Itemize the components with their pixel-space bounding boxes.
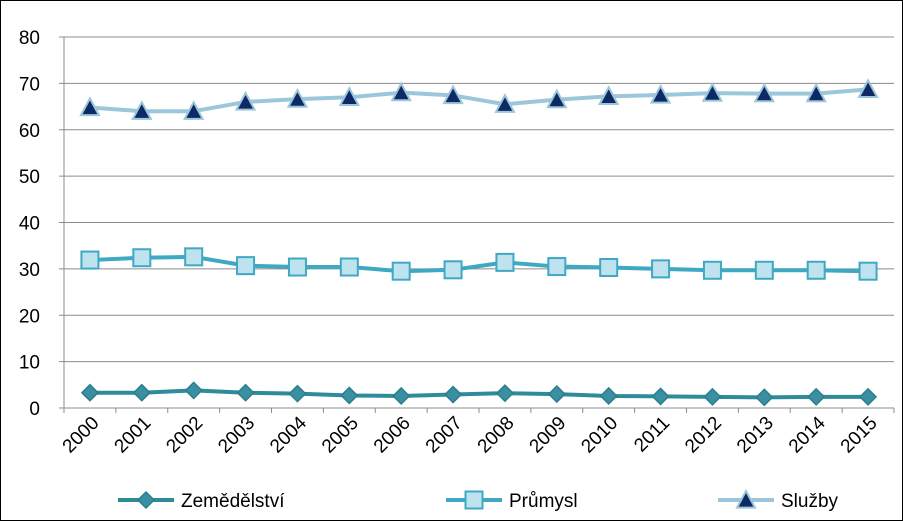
data-point-zem-d-lstv--2015 bbox=[859, 387, 878, 406]
y-axis: 0 10 20 30 40 50 60 70 80 bbox=[19, 28, 65, 420]
data-point-pr-mysl-2000 bbox=[80, 250, 100, 270]
data-point-pr-mysl-2005 bbox=[339, 257, 359, 277]
data-point-pr-mysl-2003 bbox=[236, 256, 256, 276]
series-line-zem-d-lstv- bbox=[89, 388, 869, 400]
x-tick-label-2003: 2003 bbox=[214, 413, 259, 458]
data-point-zem-d-lstv--2007 bbox=[444, 385, 463, 404]
data-point-zem-d-lstv--2001 bbox=[132, 383, 151, 402]
y-tick-label-0: 0 bbox=[29, 399, 40, 420]
x-tick-label-2011: 2011 bbox=[630, 413, 674, 457]
data-point-zem-d-lstv--2003 bbox=[236, 383, 255, 402]
data-point-zem-d-lstv--2012 bbox=[703, 387, 722, 406]
x-tick-label-2009: 2009 bbox=[526, 413, 571, 458]
series-pr-mysl bbox=[80, 247, 878, 281]
data-point-pr-mysl-2013 bbox=[754, 260, 774, 280]
data-point-pr-mysl-2009 bbox=[547, 257, 567, 277]
y-tick-label-80: 80 bbox=[19, 28, 40, 49]
data-point-zem-d-lstv--2004 bbox=[288, 384, 307, 403]
y-tick-label-20: 20 bbox=[19, 306, 40, 327]
data-point-zem-d-lstv--2014 bbox=[807, 387, 826, 406]
data-point-zem-d-lstv--2009 bbox=[547, 385, 566, 404]
y-tick-label-50: 50 bbox=[19, 167, 40, 188]
data-point-slu-by-2007 bbox=[442, 84, 464, 105]
y-tick-label-30: 30 bbox=[19, 260, 40, 281]
data-point-pr-mysl-2001 bbox=[132, 248, 152, 268]
data-point-pr-mysl-2014 bbox=[806, 260, 826, 280]
y-tick-label-40: 40 bbox=[19, 214, 40, 235]
x-tick-label-2012: 2012 bbox=[681, 413, 726, 458]
x-tick-label-2002: 2002 bbox=[162, 413, 207, 458]
data-point-zem-d-lstv--2002 bbox=[184, 381, 203, 400]
data-point-zem-d-lstv--2006 bbox=[392, 386, 411, 406]
x-axis: 2000 2001 2002 2003 2004 2005 2006 2007 2008 2009… bbox=[59, 407, 895, 458]
data-point-slu-by-2011 bbox=[649, 83, 672, 104]
y-tick-label-60: 60 bbox=[19, 121, 40, 142]
legend-label-slu-by: Služby bbox=[781, 491, 839, 512]
legend-item-zem-d-lstv-: Zemědělství bbox=[118, 490, 285, 512]
x-tick-label-2015: 2015 bbox=[837, 413, 882, 458]
data-point-pr-mysl-2002 bbox=[184, 247, 204, 267]
legend-item-slu-by: Služby bbox=[718, 488, 839, 512]
data-point-slu-by-2002 bbox=[183, 100, 205, 120]
y-tick-label-70: 70 bbox=[19, 74, 40, 95]
data-point-slu-by-2015 bbox=[857, 78, 879, 99]
data-point-slu-by-2001 bbox=[131, 100, 153, 120]
series-zem-d-lstv- bbox=[80, 381, 878, 407]
data-point-slu-by-2012 bbox=[701, 82, 724, 102]
data-point-slu-by-2009 bbox=[546, 88, 568, 109]
data-point-slu-by-2005 bbox=[338, 86, 360, 106]
legend-marker-zem-d-lstv- bbox=[136, 490, 156, 510]
legend-label-pr-mysl: Průmysl bbox=[509, 491, 578, 512]
data-point-pr-mysl-2008 bbox=[495, 252, 515, 272]
data-point-pr-mysl-2012 bbox=[702, 260, 722, 280]
data-point-pr-mysl-2011 bbox=[651, 259, 671, 279]
data-point-zem-d-lstv--2008 bbox=[495, 384, 514, 403]
data-point-pr-mysl-2007 bbox=[443, 260, 463, 280]
x-tick-label-2005: 2005 bbox=[318, 413, 363, 458]
data-point-pr-mysl-2004 bbox=[287, 257, 307, 277]
data-point-pr-mysl-2006 bbox=[391, 261, 411, 281]
data-point-slu-by-2004 bbox=[286, 88, 309, 108]
x-tick-label-2001: 2001 bbox=[111, 413, 156, 458]
series-group bbox=[79, 78, 879, 407]
x-tick-label-2000: 2000 bbox=[59, 413, 104, 458]
series-line-slu-by bbox=[89, 87, 869, 114]
y-tick-label-10: 10 bbox=[19, 353, 40, 374]
legend-marker-slu-by bbox=[735, 488, 757, 509]
data-point-slu-by-2006 bbox=[390, 81, 412, 102]
data-point-zem-d-lstv--2005 bbox=[340, 386, 359, 405]
x-tick-label-2013: 2013 bbox=[733, 413, 778, 458]
data-point-pr-mysl-2010 bbox=[599, 257, 619, 277]
data-point-slu-by-2003 bbox=[234, 90, 257, 111]
data-point-slu-by-2008 bbox=[494, 93, 516, 113]
data-point-pr-mysl-2015 bbox=[858, 261, 878, 281]
x-tick-label-2007: 2007 bbox=[422, 413, 467, 458]
x-tick-label-2004: 2004 bbox=[266, 412, 311, 457]
x-tick-label-2014: 2014 bbox=[785, 412, 830, 457]
data-point-zem-d-lstv--2000 bbox=[80, 383, 99, 402]
data-point-zem-d-lstv--2010 bbox=[599, 386, 618, 406]
series-line-pr-mysl bbox=[89, 254, 869, 274]
legend-marker-pr-mysl bbox=[464, 490, 484, 510]
data-point-zem-d-lstv--2011 bbox=[651, 387, 670, 406]
x-tick-label-2010: 2010 bbox=[577, 413, 622, 458]
legend: Zemědělství Průmysl Služby bbox=[118, 488, 839, 512]
legend-label-zem-d-lstv-: Zemědělství bbox=[181, 491, 285, 512]
data-point-slu-by-2013 bbox=[753, 82, 775, 103]
data-point-slu-by-2010 bbox=[598, 85, 620, 106]
x-tick-label-2008: 2008 bbox=[474, 413, 519, 458]
data-point-zem-d-lstv--2013 bbox=[755, 388, 774, 407]
legend-item-pr-mysl: Průmysl bbox=[446, 490, 578, 512]
x-tick-label-2006: 2006 bbox=[370, 413, 415, 458]
data-point-slu-by-2014 bbox=[805, 82, 827, 103]
series-slu-by bbox=[79, 78, 879, 120]
data-point-slu-by-2000 bbox=[79, 96, 101, 117]
